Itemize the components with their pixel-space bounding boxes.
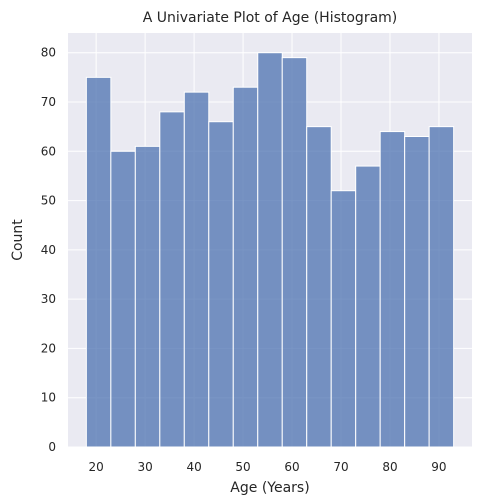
histogram-bar: [183, 91, 210, 448]
y-tick-label: 20: [41, 341, 56, 355]
histogram-bar: [330, 190, 357, 448]
x-tick-labels: 20 30 40 50 60 70 80 90: [89, 460, 447, 474]
x-tick-label: 30: [137, 460, 152, 474]
histogram-bar: [232, 86, 259, 448]
x-tick-label: 90: [431, 460, 446, 474]
x-tick-label: 70: [333, 460, 348, 474]
y-tick-label: 50: [41, 194, 56, 208]
x-tick-label: 20: [89, 460, 104, 474]
x-axis-label: Age (Years): [230, 480, 309, 496]
histogram-bar: [428, 126, 455, 448]
histogram-bar: [159, 111, 185, 448]
chart-title: A Univariate Plot of Age (Histogram): [143, 10, 398, 26]
y-tick-label: 0: [48, 440, 56, 454]
histogram-bar: [306, 126, 332, 448]
y-axis-label: Count: [10, 219, 26, 261]
x-tick-label: 40: [186, 460, 201, 474]
y-tick-label: 30: [41, 292, 56, 306]
histogram-bar: [379, 131, 406, 448]
histogram-bar: [134, 145, 161, 448]
histogram-bar: [110, 150, 136, 448]
x-tick-label: 60: [284, 460, 299, 474]
y-tick-labels: 0 10 20 30 40 50 60 70 80: [41, 46, 56, 454]
x-tick-label: 50: [235, 460, 250, 474]
histogram-bar: [85, 76, 112, 448]
y-tick-label: 70: [41, 95, 56, 109]
y-tick-label: 80: [41, 46, 56, 60]
x-tick-label: 80: [382, 460, 397, 474]
histogram-bar: [281, 57, 308, 448]
y-tick-label: 60: [41, 144, 56, 158]
histogram-bars: [85, 52, 455, 448]
histogram-bar: [257, 52, 283, 448]
y-tick-label: 40: [41, 243, 56, 257]
y-tick-label: 10: [41, 391, 56, 405]
histogram-bar: [404, 136, 430, 448]
histogram-bar: [208, 121, 234, 448]
histogram-bar: [355, 165, 381, 448]
